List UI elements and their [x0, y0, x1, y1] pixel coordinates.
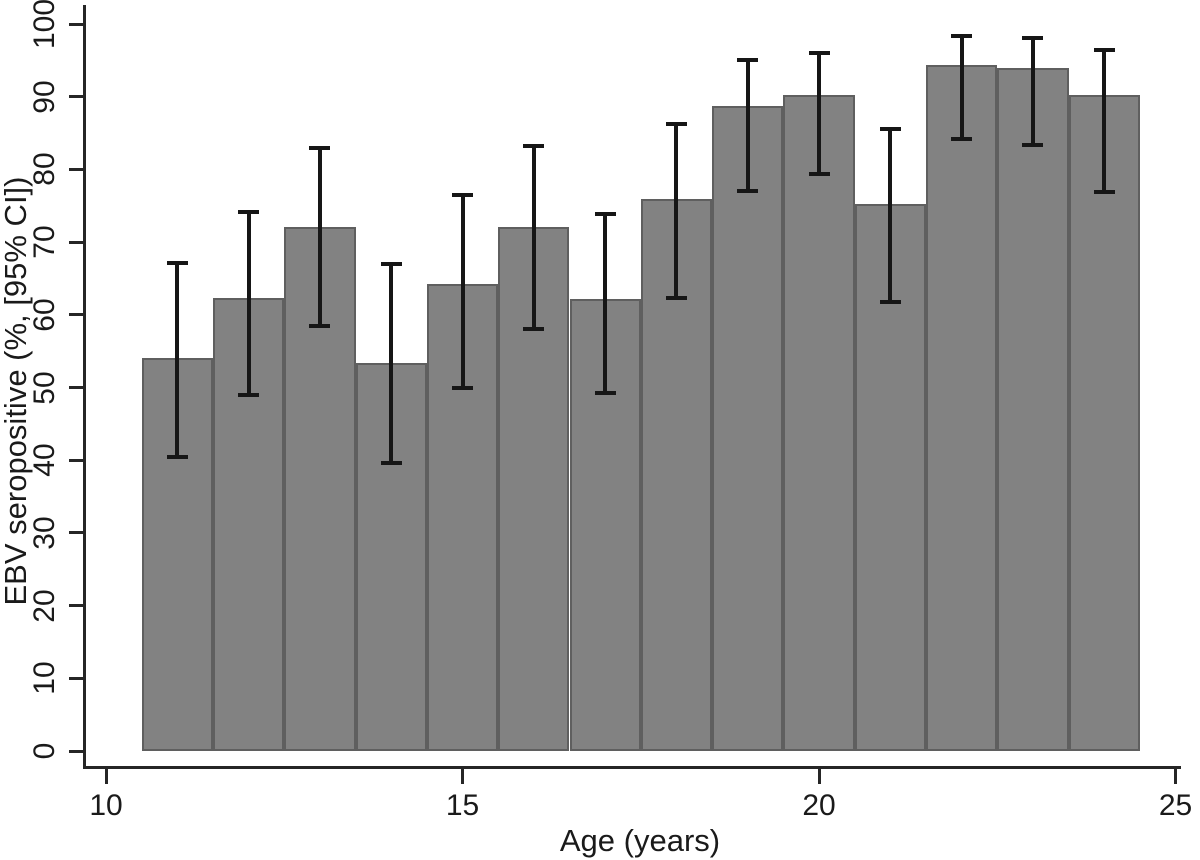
- error-bar-cap-top: [523, 144, 545, 149]
- error-bar-stem: [1102, 50, 1107, 192]
- error-bar-stem: [460, 194, 465, 388]
- x-tick: [1174, 768, 1177, 784]
- error-bar-stem: [674, 124, 679, 299]
- x-tick-label: 25: [1158, 789, 1193, 822]
- y-tick: [69, 167, 84, 171]
- error-bar-cap-bottom: [380, 461, 402, 466]
- y-tick-label: 100: [28, 0, 61, 50]
- error-bar-cap-bottom: [166, 454, 188, 459]
- error-bar-cap-bottom: [879, 299, 901, 304]
- error-bar-cap-bottom: [1022, 143, 1044, 148]
- error-bar-cap-bottom: [951, 136, 973, 141]
- y-tick: [69, 22, 84, 26]
- error-bar-cap-bottom: [238, 392, 260, 397]
- x-tick: [104, 768, 108, 784]
- y-axis-line: [83, 5, 86, 769]
- error-bar-cap-top: [1093, 48, 1115, 53]
- error-bar-cap-bottom: [594, 391, 616, 396]
- y-tick: [69, 604, 84, 608]
- error-bar-stem: [317, 148, 322, 327]
- y-tick: [69, 749, 84, 753]
- error-bar-cap-bottom: [665, 296, 687, 301]
- error-bar-stem: [603, 213, 608, 394]
- y-tick: [69, 313, 84, 317]
- error-bar-stem: [817, 53, 821, 174]
- error-bar-cap-top: [452, 192, 473, 197]
- error-bar-stem: [531, 146, 536, 330]
- y-tick: [69, 676, 84, 680]
- error-bar-cap-top: [594, 211, 616, 216]
- error-bar-cap-top: [238, 209, 260, 214]
- x-axis-line: [83, 766, 1181, 769]
- x-tick: [461, 768, 464, 784]
- y-tick: [69, 95, 84, 99]
- error-bar-stem: [175, 262, 180, 457]
- error-bar-stem: [745, 60, 750, 192]
- y-tick: [69, 531, 84, 535]
- x-tick: [817, 768, 821, 784]
- error-bar-cap-bottom: [523, 327, 545, 332]
- error-bar-stem: [389, 263, 394, 464]
- bar-age-24: [1068, 95, 1140, 751]
- error-bar-cap-bottom: [808, 171, 830, 176]
- bar-age-20: [783, 95, 855, 751]
- bar-age-14: [355, 362, 427, 751]
- x-tick-label: 15: [445, 789, 480, 822]
- x-tick-label: 20: [802, 789, 836, 822]
- error-bar-cap-top: [737, 58, 759, 63]
- bar-age-22: [925, 64, 998, 751]
- error-bar-stem: [246, 211, 251, 395]
- error-bar-stem: [1030, 37, 1035, 146]
- error-bar-cap-top: [879, 126, 901, 131]
- error-bar-cap-bottom: [452, 385, 473, 390]
- bar-age-15: [426, 284, 499, 751]
- error-bar-cap-bottom: [309, 324, 331, 329]
- error-bar-cap-bottom: [737, 189, 759, 194]
- bar-age-23: [997, 67, 1069, 751]
- x-tick-label: 10: [89, 789, 123, 822]
- error-bar-stem: [959, 35, 964, 139]
- error-bar-cap-top: [1022, 35, 1044, 40]
- error-bar-cap-top: [166, 260, 188, 265]
- error-bar-cap-top: [665, 122, 687, 127]
- error-bar-cap-bottom: [1093, 189, 1115, 194]
- error-bar-cap-top: [380, 261, 402, 266]
- y-tick: [69, 240, 84, 244]
- error-bar-cap-top: [951, 33, 973, 38]
- y-tick: [69, 458, 84, 462]
- bar-age-19: [712, 106, 784, 751]
- error-bar-cap-top: [808, 51, 830, 56]
- y-tick: [69, 386, 84, 389]
- x-axis-title: Age (years): [559, 823, 721, 858]
- error-bar-stem: [888, 128, 893, 302]
- error-bar-cap-top: [309, 146, 331, 151]
